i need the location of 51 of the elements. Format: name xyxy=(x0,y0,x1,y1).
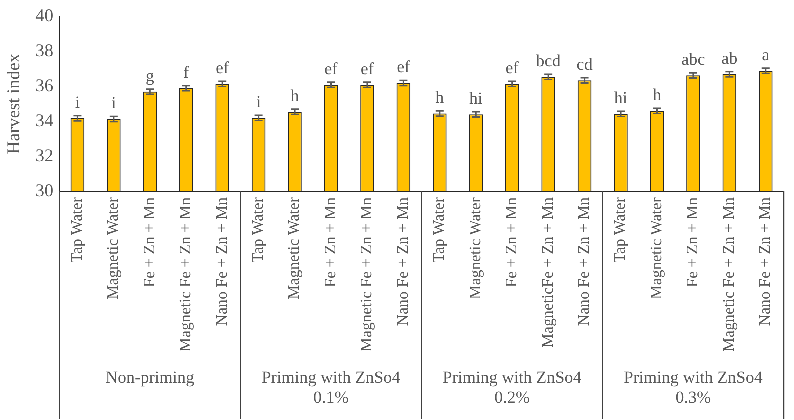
data-label: hi xyxy=(470,88,484,108)
x-tick-label: Tap Water xyxy=(612,196,630,263)
y-tick-label: 30 xyxy=(36,180,54,200)
x-tick-label: Magnetic Fe + Zn + Mn xyxy=(358,198,376,352)
data-label: h xyxy=(436,88,445,108)
data-label: ef xyxy=(216,58,230,78)
data-label: hi xyxy=(614,88,628,108)
data-label: ef xyxy=(324,59,338,78)
x-tick-label: Fe + Zn + Mn xyxy=(684,198,702,288)
x-tick-label: Tap Water xyxy=(68,196,86,263)
data-label: bcd xyxy=(536,51,562,70)
x-tick-label: Fe + Zn + Mn xyxy=(141,198,158,288)
text: Priming with ZnSo4 0.2% xyxy=(442,368,582,407)
text: Priming with ZnSo4 0.1% xyxy=(262,368,402,407)
x-tick-label: MagneticFe + Zn + Mn xyxy=(540,198,557,348)
data-label: i xyxy=(112,94,117,113)
data-label: ef xyxy=(506,58,520,78)
y-axis-title: Harvest index xyxy=(4,54,24,154)
data-label: ef xyxy=(397,58,411,77)
y-tick-label: 32 xyxy=(36,145,54,166)
y-tick-label: 38 xyxy=(36,40,54,60)
data-label: f xyxy=(184,62,190,82)
x-tick-label: Magnetic Water xyxy=(105,196,122,300)
x-tick-label: Magnetic Water xyxy=(467,196,484,300)
x-tick-label: Nano Fe + Zn + Mn xyxy=(214,198,231,326)
y-tick-label: 36 xyxy=(36,75,54,96)
x-tick-label: Fe + Zn + Mn xyxy=(504,198,521,288)
data-label: h xyxy=(652,86,662,105)
x-tick-label: Tap Water xyxy=(431,196,448,263)
x-tick-label: Fe + Zn + Mn xyxy=(322,198,340,288)
text: Priming with ZnSo4 0.3% xyxy=(624,368,764,407)
data-label: h xyxy=(290,86,300,106)
data-label: ab xyxy=(722,48,738,68)
data-label: a xyxy=(762,45,770,64)
x-tick-label: Nano Fe + Zn + Mn xyxy=(394,198,412,326)
text: Non-priming xyxy=(106,368,196,387)
x-tick-label: Magnetic Water xyxy=(648,196,666,300)
x-tick-label: Magnetic Water xyxy=(286,196,304,300)
x-tick-label: Nano Fe + Zn + Mn xyxy=(757,198,774,326)
y-tick-label: 34 xyxy=(36,110,54,130)
data-label: i xyxy=(256,92,262,112)
data-label: ef xyxy=(360,59,374,78)
y-tick-label: 40 xyxy=(36,6,54,26)
data-label: abc xyxy=(682,50,706,70)
data-label: cd xyxy=(576,54,594,74)
x-tick-label: Nano Fe + Zn + Mn xyxy=(576,198,593,326)
data-label: i xyxy=(75,92,80,112)
x-tick-label: Tap Water xyxy=(250,196,268,263)
x-tick-label: Magnetic Fe + Zn + Mn xyxy=(178,198,195,352)
x-tick-label: Magnetic Fe + Zn + Mn xyxy=(720,198,738,352)
data-label: g xyxy=(146,66,155,86)
